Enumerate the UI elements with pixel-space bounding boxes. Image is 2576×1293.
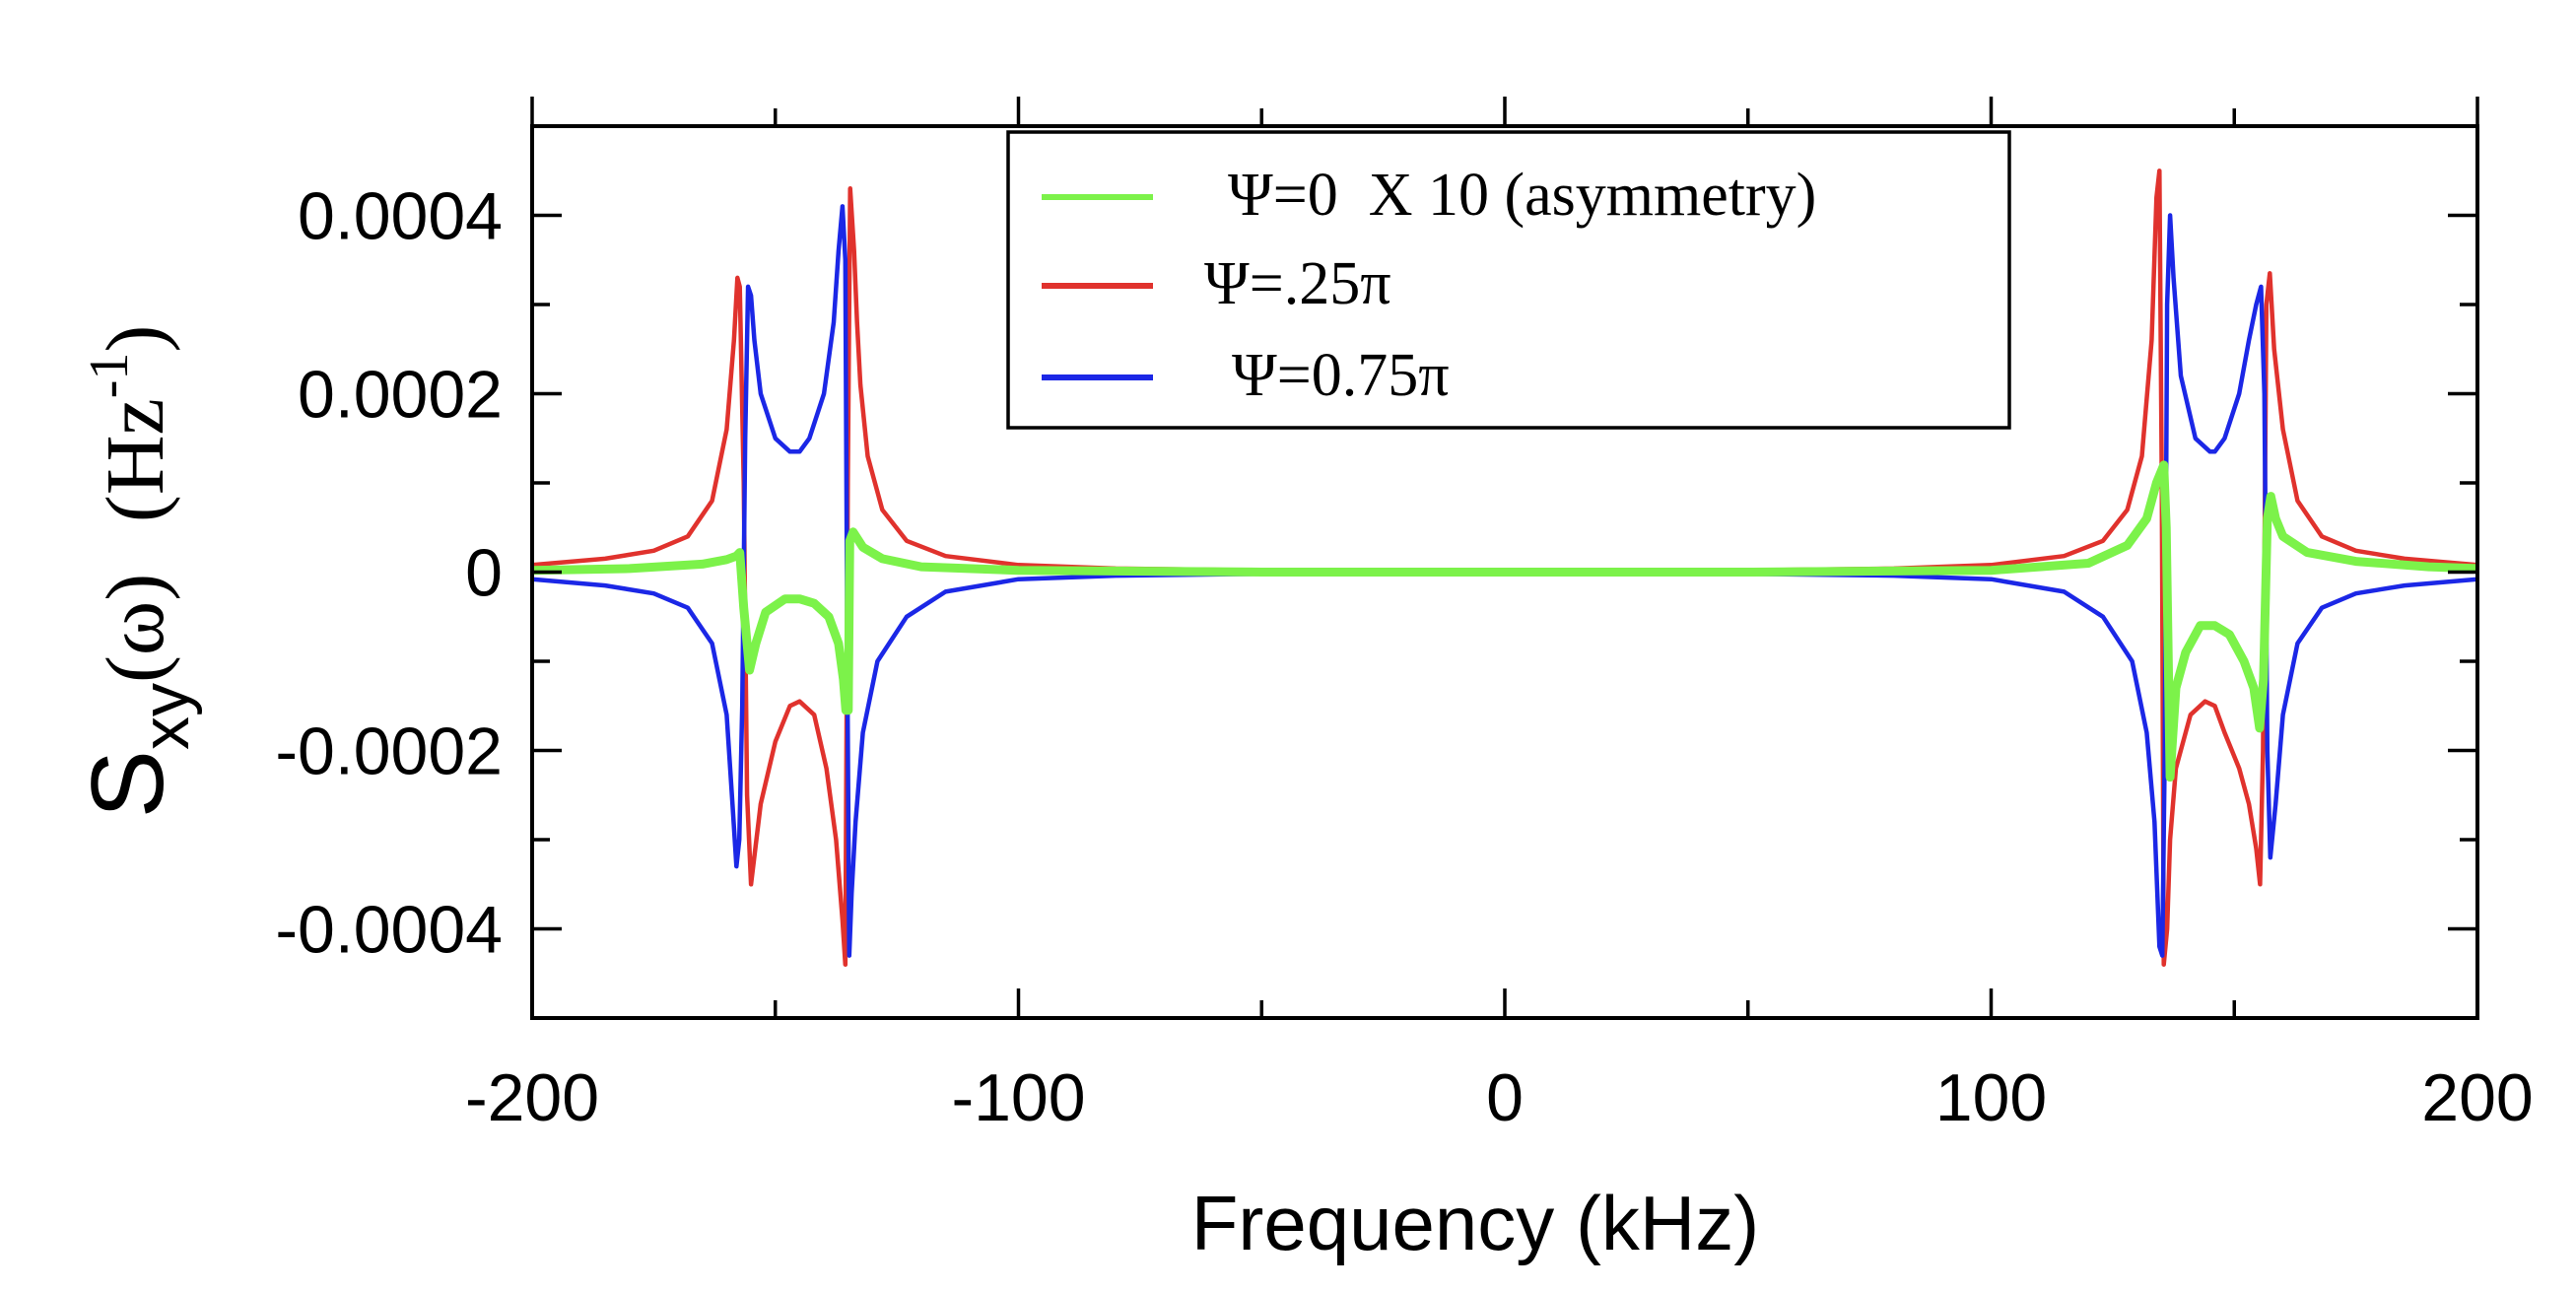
x-tick-label-1: -100 — [951, 1060, 1085, 1135]
legend-box — [1006, 130, 2011, 430]
y-tick-label-0: -0.0004 — [275, 893, 503, 968]
y-axis-title-arg: (ω) — [90, 574, 181, 683]
x-tick-label-2: 0 — [1486, 1060, 1524, 1135]
y-tick-label-3: 0.0002 — [298, 358, 503, 433]
series-line-0 — [532, 460, 2477, 783]
x-axis-title: Frequency (kHz) — [1191, 1180, 1759, 1266]
x-tick-labels: -200 -100 0 100 200 — [465, 1060, 2534, 1135]
y-axis-title-base: S — [71, 750, 185, 818]
legend: Ψ=0 X 10 (asymmetry) Ψ=.25π Ψ=0.75π — [1006, 130, 2011, 430]
y-axis-title-unit: (Hz — [90, 398, 181, 522]
x-tick-label-3: 100 — [1935, 1060, 2047, 1135]
y-tick-labels: -0.0004 -0.0002 0 0.0002 0.0004 — [275, 179, 503, 968]
legend-label-2: Ψ=0.75π — [1232, 342, 1450, 409]
y-axis-title-unit-close: ) — [90, 325, 181, 353]
x-tick-label-0: -200 — [465, 1060, 599, 1135]
series-layer — [532, 169, 2477, 967]
y-tick-label-4: 0.0004 — [298, 179, 503, 254]
y-tick-label-2: 0 — [465, 536, 503, 611]
y-tick-label-1: -0.0002 — [275, 715, 503, 789]
plot-frame — [530, 124, 2479, 1020]
y-axis-title-sub: xy — [128, 683, 203, 750]
legend-label-0: Ψ=0 X 10 (asymmetry) — [1228, 162, 1816, 229]
legend-label-1: Ψ=.25π — [1204, 250, 1391, 317]
y-axis-title-unit-sup: -1 — [79, 353, 140, 399]
x-tick-label-4: 200 — [2421, 1060, 2533, 1135]
y-axis-title: Sxy(ω) (Hz-1) — [71, 325, 203, 819]
